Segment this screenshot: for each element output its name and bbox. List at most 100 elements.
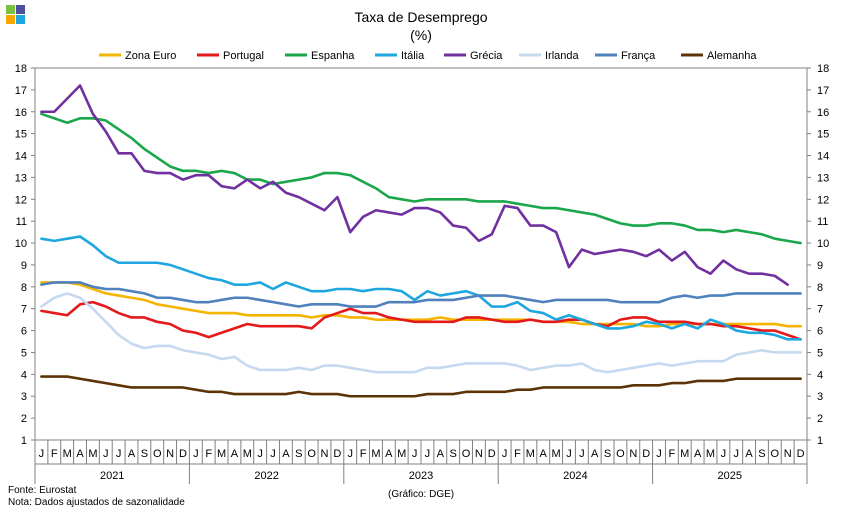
logo-square-green (6, 5, 15, 14)
month-label: D (488, 448, 496, 460)
legend: Zona Euro Portugal Espanha Itália Grécia Irla… (99, 50, 757, 62)
seasonal-adjustment-note: Nota: Dados ajustados de sazonalidade (8, 497, 185, 508)
month-label: M (371, 448, 380, 460)
month-label: J (270, 448, 276, 460)
month-label: M (217, 448, 226, 460)
y-tick-label-left: 16 (15, 107, 27, 119)
month-label: O (616, 448, 625, 460)
y-tick-label-right: 16 (817, 107, 829, 119)
month-label: F (51, 448, 58, 460)
logo-square-purple (16, 5, 25, 14)
month-label: O (153, 448, 162, 460)
month-label: J (116, 448, 122, 460)
y-tick-label-left: 1 (21, 435, 27, 447)
series-line-espanha (40, 112, 802, 245)
y-tick-label-left: 8 (21, 282, 27, 294)
month-label: F (669, 448, 676, 460)
month-label: O (771, 448, 780, 460)
y-tick-label-right: 4 (817, 369, 823, 381)
legend-label: Zona Euro (125, 50, 176, 62)
dge-logo (6, 5, 26, 25)
y-tick-label-left: 13 (15, 172, 27, 184)
y-tick-label-left: 2 (21, 413, 27, 425)
y-tick-label-left: 9 (21, 260, 27, 272)
year-label: 2022 (254, 470, 278, 482)
series-line-portugal (40, 300, 802, 341)
year-label: 2021 (100, 470, 124, 482)
plot-border (34, 67, 808, 441)
y-tick-label-left: 18 (15, 63, 27, 75)
series-line-irlanda (40, 292, 802, 374)
chart-credit: (Gráfico: DGE) (388, 489, 455, 500)
y-tick-label-right: 6 (817, 326, 823, 338)
y-tick-label-right: 13 (817, 172, 829, 184)
month-label: O (307, 448, 316, 460)
month-label: S (295, 448, 302, 460)
month-label: D (179, 448, 187, 460)
month-label: F (514, 448, 521, 460)
logo-square-orange (6, 15, 15, 24)
month-label: D (642, 448, 650, 460)
month-label: M (680, 448, 689, 460)
y-tick-label-left: 6 (21, 326, 27, 338)
month-label: S (141, 448, 148, 460)
y-tick-label-right: 2 (817, 413, 823, 425)
month-label: A (437, 448, 445, 460)
y-tick-label-left: 4 (21, 369, 27, 381)
month-label: N (629, 448, 637, 460)
month-label: J (425, 448, 431, 460)
y-tick-label-right: 3 (817, 391, 823, 403)
month-label: M (397, 448, 406, 460)
legend-label: Grécia (470, 50, 503, 62)
month-label: A (231, 448, 239, 460)
y-tick-label-right: 10 (817, 238, 829, 250)
y-tick-label-right: 15 (817, 129, 829, 141)
y-tick-label-right: 18 (817, 63, 829, 75)
series-line-zonaeuro (40, 281, 802, 328)
y-tick-label-left: 12 (15, 194, 27, 206)
y-tick-label-right: 8 (817, 282, 823, 294)
y-tick-label-left: 11 (16, 216, 27, 228)
y-tick-label-right: 17 (817, 85, 829, 97)
month-label: A (591, 448, 599, 460)
y-tick-label-right: 14 (817, 151, 829, 163)
y-tick-label-left: 17 (15, 85, 27, 97)
month-label: D (333, 448, 341, 460)
month-label: J (721, 448, 727, 460)
month-label: J (39, 448, 45, 460)
month-label: A (694, 448, 702, 460)
month-label: F (205, 448, 212, 460)
month-label: J (579, 448, 585, 460)
month-label: N (784, 448, 792, 460)
year-label: 2025 (718, 470, 742, 482)
y-tick-label-left: 7 (21, 304, 27, 316)
y-tick-label-right: 1 (817, 435, 823, 447)
month-label: M (63, 448, 72, 460)
chart-title: Taxa de Desemprego (354, 9, 487, 25)
month-label: N (166, 448, 174, 460)
month-label: M (526, 448, 535, 460)
month-label: S (604, 448, 611, 460)
month-label: J (347, 448, 353, 460)
month-label: J (257, 448, 263, 460)
month-label: N (321, 448, 329, 460)
year-label: 2023 (409, 470, 433, 482)
month-label: J (193, 448, 199, 460)
legend-label: Espanha (311, 50, 355, 62)
y-tick-label-right: 12 (817, 194, 829, 206)
month-label: A (128, 448, 136, 460)
legend-label: Portugal (223, 50, 264, 62)
month-label: F (360, 448, 367, 460)
month-label: S (758, 448, 765, 460)
y-tick-label-left: 14 (15, 151, 27, 163)
logo-square-blue (16, 15, 25, 24)
month-label: A (745, 448, 753, 460)
month-label: J (502, 448, 508, 460)
month-label: M (243, 448, 252, 460)
month-label: A (282, 448, 290, 460)
y-tick-label-left: 5 (21, 347, 27, 359)
y-tick-label-left: 10 (15, 238, 27, 250)
y-tick-label-left: 15 (15, 129, 27, 141)
